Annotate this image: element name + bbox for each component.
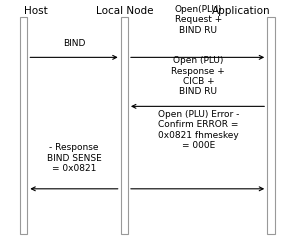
Text: Open (PLU) Error -
Confirm ERROR =
0x0821 fhmeskey
= 000E: Open (PLU) Error - Confirm ERROR = 0x082…	[158, 110, 239, 150]
Bar	[121, 17, 128, 234]
Text: - Response
BIND SENSE
= 0x0821: - Response BIND SENSE = 0x0821	[47, 143, 101, 173]
Text: Application: Application	[212, 5, 271, 16]
Text: Local Node: Local Node	[96, 5, 153, 16]
Text: Open(PLU)
Request +
BIND RU: Open(PLU) Request + BIND RU	[175, 5, 222, 35]
Text: BIND: BIND	[63, 39, 85, 48]
Bar	[267, 17, 275, 234]
Bar	[20, 17, 27, 234]
Text: Open (PLU)
Response +
CICB +
BIND RU: Open (PLU) Response + CICB + BIND RU	[171, 56, 225, 96]
Text: Host: Host	[24, 5, 47, 16]
